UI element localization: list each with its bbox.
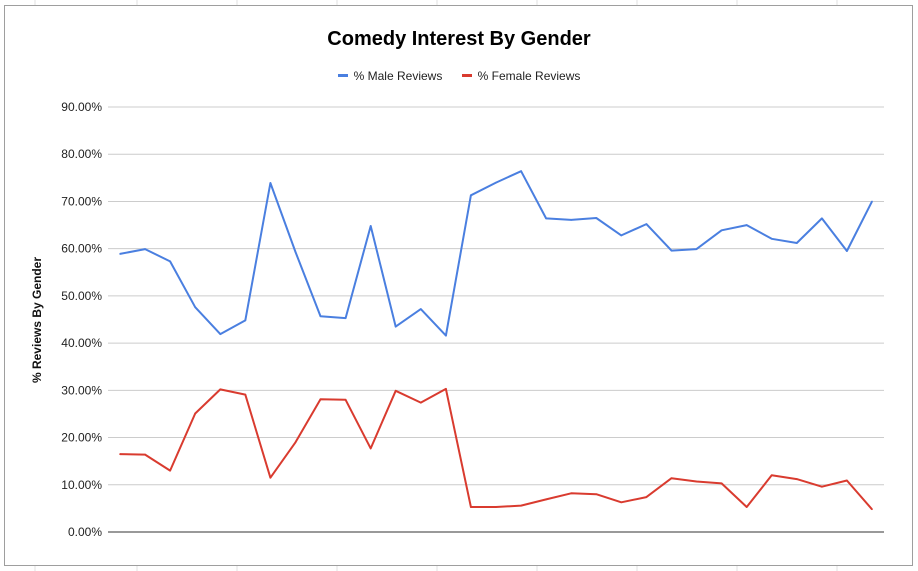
- data-point-male-13[interactable]: [445, 334, 447, 337]
- data-point-female-26[interactable]: [770, 474, 773, 477]
- data-point-female-17[interactable]: [545, 498, 547, 501]
- chart-legend: % Male Reviews % Female Reviews: [0, 69, 918, 83]
- data-point-male-0[interactable]: [119, 253, 121, 255]
- series-line-female[interactable]: [119, 387, 873, 510]
- series-line-male[interactable]: [119, 170, 873, 337]
- data-point-female-21[interactable]: [645, 496, 648, 498]
- data-point-male-9[interactable]: [344, 317, 347, 319]
- series-layer: [119, 170, 873, 511]
- data-point-female-15[interactable]: [495, 506, 497, 508]
- legend-item-female[interactable]: % Female Reviews: [461, 69, 581, 83]
- data-point-male-20[interactable]: [620, 234, 623, 237]
- data-point-male-28[interactable]: [821, 217, 823, 220]
- chart-container[interactable]: [4, 5, 913, 566]
- data-point-female-10[interactable]: [369, 447, 372, 450]
- data-point-male-23[interactable]: [695, 248, 698, 250]
- data-point-female-7[interactable]: [294, 441, 297, 444]
- data-point-female-4[interactable]: [219, 388, 222, 391]
- data-point-male-21[interactable]: [645, 223, 648, 225]
- data-point-female-13[interactable]: [445, 388, 447, 390]
- data-point-male-8[interactable]: [319, 315, 322, 318]
- data-point-female-29[interactable]: [846, 479, 848, 482]
- data-point-male-22[interactable]: [670, 249, 673, 252]
- data-point-female-14[interactable]: [470, 506, 472, 508]
- data-point-female-19[interactable]: [595, 493, 598, 496]
- y-tick-label: 10.00%: [61, 478, 102, 492]
- data-point-male-12[interactable]: [420, 308, 422, 310]
- data-point-female-5[interactable]: [244, 393, 247, 396]
- y-tick-label: 0.00%: [68, 525, 102, 539]
- data-point-female-20[interactable]: [620, 501, 623, 504]
- data-point-male-29[interactable]: [846, 250, 848, 252]
- gridlines: [108, 106, 884, 533]
- data-point-male-5[interactable]: [244, 319, 247, 322]
- y-tick-label: 90.00%: [61, 100, 102, 114]
- data-point-female-9[interactable]: [344, 399, 347, 401]
- y-axis-title: % Reviews By Gender: [30, 257, 44, 383]
- data-point-male-10[interactable]: [369, 225, 372, 227]
- legend-swatch-female: [461, 74, 472, 78]
- data-point-male-11[interactable]: [394, 325, 397, 328]
- data-point-female-30[interactable]: [871, 508, 873, 511]
- data-point-female-23[interactable]: [695, 480, 698, 483]
- data-point-female-18[interactable]: [570, 492, 572, 495]
- legend-label-female: % Female Reviews: [477, 69, 581, 83]
- data-point-male-4[interactable]: [219, 333, 222, 335]
- data-point-female-28[interactable]: [821, 485, 823, 488]
- data-point-male-25[interactable]: [745, 224, 748, 226]
- data-point-male-7[interactable]: [294, 251, 297, 253]
- data-point-female-27[interactable]: [796, 478, 798, 480]
- data-point-male-3[interactable]: [194, 306, 196, 309]
- y-axis-tick-labels: 0.00% 10.00% 20.00% 30.00% 40.00% 50.00% 60.00…: [61, 100, 102, 539]
- data-point-male-1[interactable]: [144, 248, 146, 250]
- data-point-male-27[interactable]: [796, 242, 798, 244]
- y-tick-label: 50.00%: [61, 289, 102, 303]
- data-point-female-11[interactable]: [394, 390, 397, 392]
- legend-item-male[interactable]: % Male Reviews: [337, 69, 443, 83]
- data-point-female-1[interactable]: [144, 453, 146, 456]
- data-point-female-12[interactable]: [420, 401, 422, 404]
- legend-swatch-male: [337, 74, 348, 78]
- data-point-female-3[interactable]: [194, 412, 196, 415]
- legend-label-male: % Male Reviews: [353, 69, 443, 83]
- data-point-male-18[interactable]: [570, 219, 572, 221]
- data-point-male-26[interactable]: [770, 238, 773, 240]
- chart-title: Comedy Interest By Gender: [327, 28, 591, 50]
- data-point-male-16[interactable]: [520, 170, 522, 172]
- data-point-female-22[interactable]: [670, 477, 673, 480]
- data-point-male-17[interactable]: [545, 217, 547, 220]
- data-point-male-15[interactable]: [495, 181, 497, 184]
- y-tick-label: 80.00%: [61, 147, 102, 161]
- data-point-female-8[interactable]: [319, 398, 322, 401]
- data-point-female-2[interactable]: [169, 469, 171, 472]
- y-tick-label: 20.00%: [61, 431, 102, 445]
- data-point-male-14[interactable]: [470, 194, 472, 197]
- data-point-female-25[interactable]: [745, 506, 748, 508]
- data-point-male-30[interactable]: [871, 200, 873, 203]
- data-point-male-24[interactable]: [720, 229, 723, 232]
- data-point-male-2[interactable]: [169, 260, 171, 263]
- data-point-female-16[interactable]: [520, 504, 522, 507]
- data-point-female-0[interactable]: [119, 453, 121, 455]
- y-tick-label: 40.00%: [61, 336, 102, 350]
- data-point-female-24[interactable]: [720, 482, 723, 485]
- data-point-female-6[interactable]: [269, 476, 272, 479]
- y-tick-label: 70.00%: [61, 194, 102, 208]
- data-point-male-19[interactable]: [595, 217, 598, 219]
- data-point-male-6[interactable]: [269, 182, 272, 184]
- y-tick-label: 60.00%: [61, 242, 102, 256]
- y-tick-label: 30.00%: [61, 383, 102, 397]
